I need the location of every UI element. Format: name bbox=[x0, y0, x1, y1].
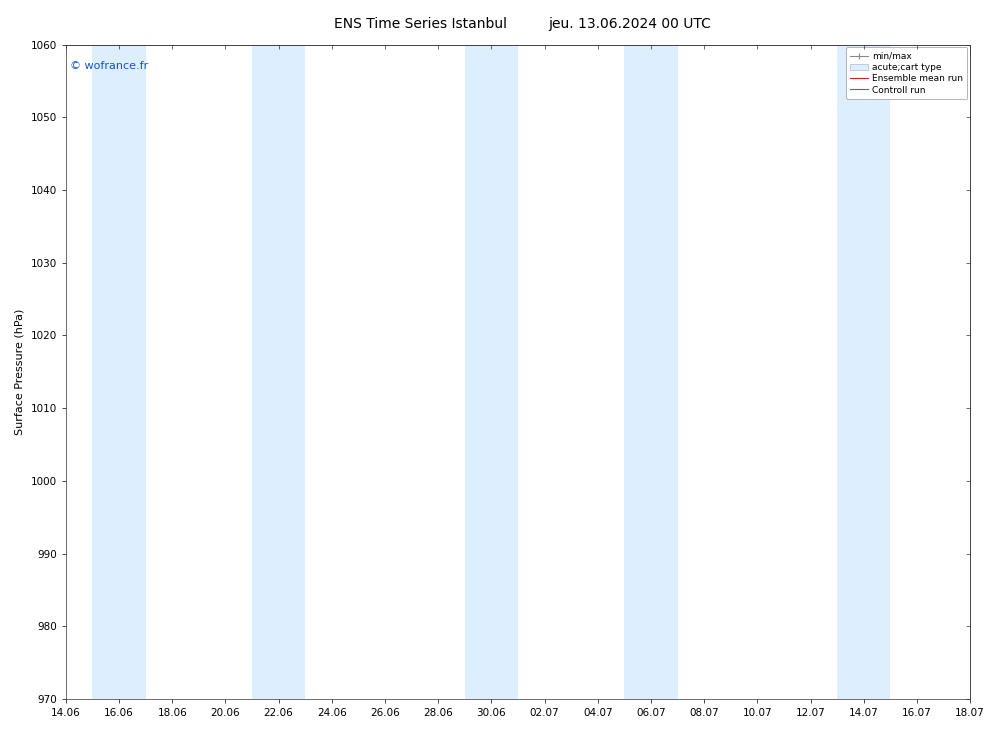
Text: jeu. 13.06.2024 00 UTC: jeu. 13.06.2024 00 UTC bbox=[549, 17, 711, 31]
Bar bbox=[252, 45, 305, 699]
Bar bbox=[837, 45, 890, 699]
Bar bbox=[465, 45, 518, 699]
Text: ENS Time Series Istanbul: ENS Time Series Istanbul bbox=[334, 17, 507, 31]
Legend: min/max, acute;cart type, Ensemble mean run, Controll run: min/max, acute;cart type, Ensemble mean … bbox=[846, 48, 967, 99]
Y-axis label: Surface Pressure (hPa): Surface Pressure (hPa) bbox=[15, 309, 25, 435]
Text: © wofrance.fr: © wofrance.fr bbox=[70, 61, 149, 71]
Bar bbox=[92, 45, 146, 699]
Bar bbox=[624, 45, 678, 699]
